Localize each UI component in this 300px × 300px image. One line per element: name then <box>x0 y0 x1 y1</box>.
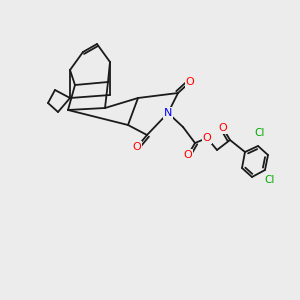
Text: O: O <box>133 142 141 152</box>
Text: O: O <box>219 123 227 133</box>
Text: O: O <box>202 133 211 143</box>
Text: O: O <box>184 150 192 160</box>
Text: O: O <box>186 77 194 87</box>
Text: N: N <box>164 108 172 118</box>
Text: Cl: Cl <box>255 128 265 138</box>
Text: Cl: Cl <box>265 175 275 185</box>
